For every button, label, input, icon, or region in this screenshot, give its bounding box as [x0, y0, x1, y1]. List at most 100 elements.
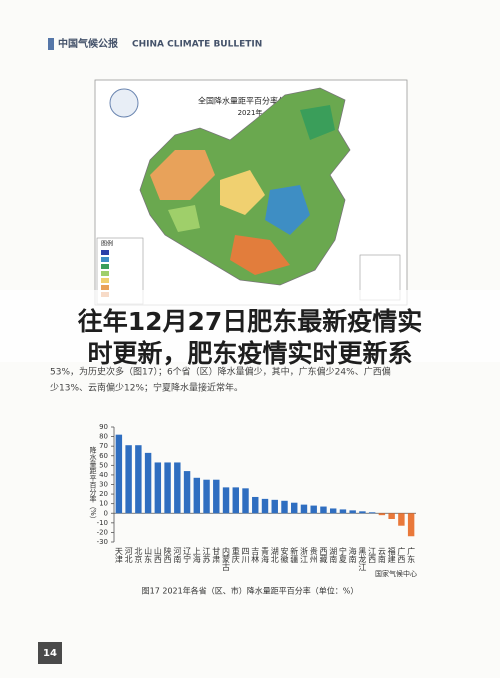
overlay-title: 往年12月27日肥东最新疫情实	[78, 307, 423, 336]
map-patch	[230, 235, 290, 275]
map-legend-title: 图例	[101, 240, 113, 248]
bar	[407, 513, 415, 537]
body-line: 少13%、云南偏少12%；宁夏降水量接近常年。	[50, 382, 243, 394]
bar	[193, 477, 201, 514]
x-tick-label: 内蒙古	[222, 546, 231, 572]
x-tick-label: 湖南	[329, 547, 338, 563]
bar	[144, 452, 152, 514]
x-tick-label: 云南	[377, 547, 386, 563]
y-tick-label: 70	[99, 442, 108, 450]
bar	[125, 445, 132, 514]
map-patch	[265, 185, 310, 235]
map-title: 全国降水量距平百分率分布图	[198, 96, 302, 106]
x-tick-label: 吉林	[251, 547, 260, 564]
bar	[222, 487, 230, 514]
x-tick-label: 山西	[153, 546, 162, 564]
bar	[261, 498, 269, 514]
bar	[359, 511, 366, 514]
legend-swatch	[101, 285, 109, 290]
header-title: 中国气候公报	[58, 37, 118, 50]
bar	[398, 513, 405, 526]
map-patch	[150, 150, 215, 200]
y-tick-label: -30	[97, 538, 108, 546]
x-tick-label: 北京	[134, 547, 143, 564]
overlay-title: 时更新，肥东疫情实时更新系	[87, 339, 412, 368]
x-tick-label: 福建	[387, 547, 396, 564]
legend-swatch	[101, 264, 109, 269]
y-tick-label: 90	[99, 423, 108, 431]
legend-swatch	[101, 278, 109, 283]
bar	[242, 488, 249, 514]
x-tick-label: 江西	[368, 547, 377, 564]
y-tick-label: 40	[99, 471, 108, 479]
legend-swatch	[101, 257, 109, 262]
x-tick-label: 黑龙江	[358, 547, 367, 572]
map-patch	[168, 205, 200, 232]
x-tick-label: 河南	[173, 546, 182, 563]
legend-swatch	[101, 271, 109, 276]
bar	[183, 471, 191, 514]
x-tick-label: 陕西	[163, 546, 172, 564]
x-tick-label: 山东	[144, 546, 153, 563]
x-tick-label: 新疆	[290, 546, 299, 564]
y-tick-label: -10	[97, 519, 108, 527]
x-tick-label: 海南	[348, 546, 357, 563]
x-tick-label: 上海	[192, 547, 201, 564]
y-tick-label: 30	[99, 481, 108, 489]
x-tick-label: 甘肃	[212, 546, 221, 564]
x-tick-label: 辽宁	[183, 547, 192, 563]
overlay-band	[0, 290, 500, 362]
legend-swatch	[101, 250, 109, 255]
x-tick-label: 河北	[124, 546, 133, 564]
x-tick-label: 广东	[407, 546, 416, 563]
map-year: 2021年	[238, 108, 263, 117]
header-mark	[48, 38, 54, 50]
bar	[232, 487, 239, 514]
y-tick-label: 0	[104, 509, 108, 517]
bar	[271, 499, 278, 514]
bar	[291, 502, 298, 514]
x-tick-label: 青海	[261, 546, 270, 564]
map-patch	[220, 170, 265, 215]
x-tick-label: 广西	[397, 546, 406, 564]
bar	[154, 462, 162, 514]
x-tick-label: 四川	[241, 547, 250, 563]
bar	[339, 509, 347, 514]
y-tick-label: 80	[99, 433, 108, 441]
page-number-box	[38, 642, 62, 664]
bar	[320, 506, 327, 514]
bar	[213, 479, 220, 514]
bar	[378, 513, 386, 516]
body-line: 53%，为历史次多（图17）；6个省（区）降水量偏少，其中，广东偏少24%、广西…	[50, 366, 391, 378]
bar	[135, 445, 142, 514]
y-axis-label: 降水量距平百分率（%）	[89, 445, 97, 522]
y-tick-label: 60	[99, 452, 108, 460]
x-tick-label: 重庆	[231, 546, 240, 564]
chart-source: 国家气候中心	[375, 569, 417, 578]
chart-caption: 图17 2021年各省（区、市）降水量距平百分率（单位：%）	[142, 586, 359, 596]
bar	[174, 462, 181, 514]
y-tick-label: 10	[99, 500, 108, 508]
bar	[310, 505, 317, 514]
y-tick-label: 50	[99, 461, 108, 469]
bar	[115, 434, 123, 514]
x-tick-label: 天津	[114, 547, 123, 564]
x-tick-label: 湖北	[270, 547, 279, 564]
bar	[281, 500, 288, 514]
header-subtitle: CHINA CLIMATE BULLETIN	[132, 40, 262, 50]
bar	[349, 510, 356, 514]
bar	[300, 504, 308, 514]
map-logo	[109, 88, 139, 118]
bar	[368, 512, 376, 514]
x-tick-label: 安徽	[280, 546, 289, 564]
x-tick-label: 贵州	[309, 546, 318, 563]
map-patch	[300, 105, 335, 140]
x-tick-label: 西藏	[319, 547, 328, 564]
x-tick-label: 江苏	[202, 547, 211, 564]
bar	[203, 479, 210, 514]
page-number: 14	[43, 648, 57, 659]
x-tick-label: 宁夏	[338, 546, 347, 563]
y-tick-label: 20	[99, 490, 108, 498]
bar	[329, 508, 337, 514]
